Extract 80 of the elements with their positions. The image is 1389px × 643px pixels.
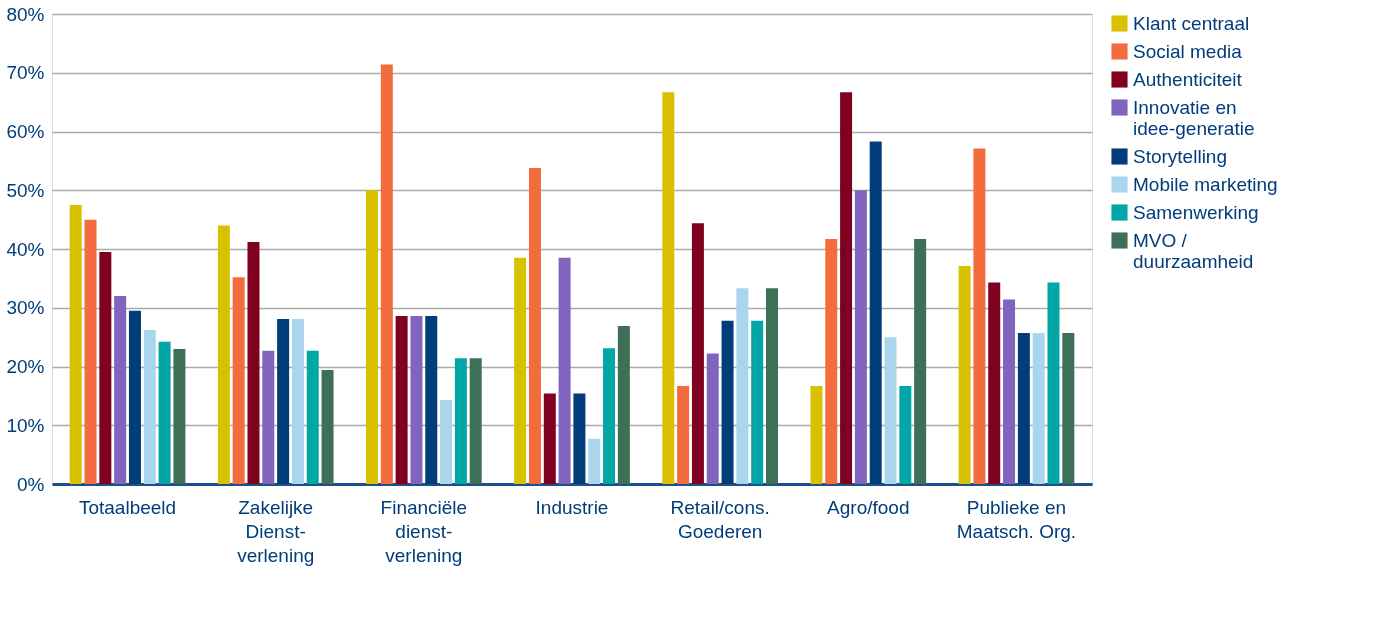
y-tick-label: 40% — [6, 238, 45, 260]
bar — [306, 350, 319, 484]
y-tick-label: 30% — [6, 297, 45, 319]
bar — [899, 385, 912, 484]
legend-label: Klant centraal — [1133, 12, 1250, 34]
bar — [1032, 333, 1045, 484]
bar — [99, 251, 112, 484]
bar — [528, 167, 541, 484]
legend-label: Storytelling — [1133, 145, 1227, 167]
bar — [884, 337, 897, 484]
bar — [395, 315, 408, 484]
bar — [114, 296, 127, 484]
bar — [440, 399, 453, 484]
x-tick-label: Publieke en Maatsch. Org. — [956, 496, 1077, 542]
bar — [691, 223, 704, 484]
bar — [558, 257, 571, 484]
bar — [825, 239, 838, 484]
bar — [1003, 299, 1016, 484]
bar — [810, 385, 823, 484]
bar — [217, 225, 230, 484]
bar — [128, 310, 141, 484]
bar — [617, 325, 630, 484]
bar — [143, 330, 156, 484]
x-tick-label: Industrie — [535, 496, 609, 518]
legend-label: Innovatie en idee-generatie — [1133, 96, 1255, 139]
legend-label: Mobile marketing — [1133, 173, 1278, 195]
bar — [603, 348, 616, 484]
y-tick-label: 50% — [6, 179, 45, 201]
bar — [958, 266, 971, 484]
x-tick-label: Financiële dienst- verlening — [380, 496, 468, 566]
x-tick-label: Zakelijke Dienst- verlening — [237, 496, 315, 566]
bar — [84, 219, 97, 484]
bar — [543, 393, 556, 484]
bar — [425, 315, 438, 484]
bar — [914, 239, 927, 484]
legend-label: Samenwerking — [1133, 201, 1259, 223]
bar — [1062, 333, 1075, 484]
legend-label: MVO / duurzaamheid — [1133, 229, 1254, 272]
bar — [766, 288, 778, 484]
bar — [677, 385, 690, 484]
y-tick-label: 80% — [6, 3, 45, 25]
bar — [158, 341, 171, 484]
bar — [232, 277, 245, 484]
bar — [262, 350, 275, 484]
bar — [454, 358, 467, 484]
bar — [588, 438, 601, 484]
bar — [366, 190, 378, 484]
bar — [854, 190, 867, 484]
bar — [173, 348, 186, 484]
bar — [573, 393, 586, 484]
bar — [662, 92, 675, 484]
bar — [751, 320, 764, 484]
bar — [410, 315, 423, 484]
bar — [469, 358, 482, 484]
bar — [1047, 282, 1060, 484]
y-tick-label: 0% — [17, 473, 45, 495]
y-tick-label: 10% — [6, 414, 45, 436]
bar — [277, 318, 290, 484]
y-tick-label: 70% — [6, 62, 45, 84]
bar — [291, 318, 304, 484]
x-tick-label: Retail/cons. Goederen — [670, 496, 770, 542]
bar — [973, 148, 986, 484]
bar — [988, 282, 1001, 484]
bar — [706, 353, 719, 484]
y-tick-label: 20% — [6, 356, 45, 377]
x-tick-label: Totaalbeeld — [78, 496, 177, 518]
x-tick-label: Agro/food — [827, 496, 910, 518]
bar — [69, 204, 82, 484]
legend-label: Social media — [1133, 40, 1243, 62]
y-tick-label: 60% — [6, 121, 45, 142]
bar — [1017, 333, 1030, 484]
bar — [380, 64, 393, 484]
bar — [321, 370, 334, 484]
bar — [840, 92, 853, 484]
bar — [514, 257, 527, 484]
bar — [721, 320, 734, 484]
legend-label: Authenticiteit — [1133, 68, 1243, 90]
bar — [736, 288, 749, 484]
bar — [869, 141, 882, 484]
bar — [247, 241, 260, 484]
